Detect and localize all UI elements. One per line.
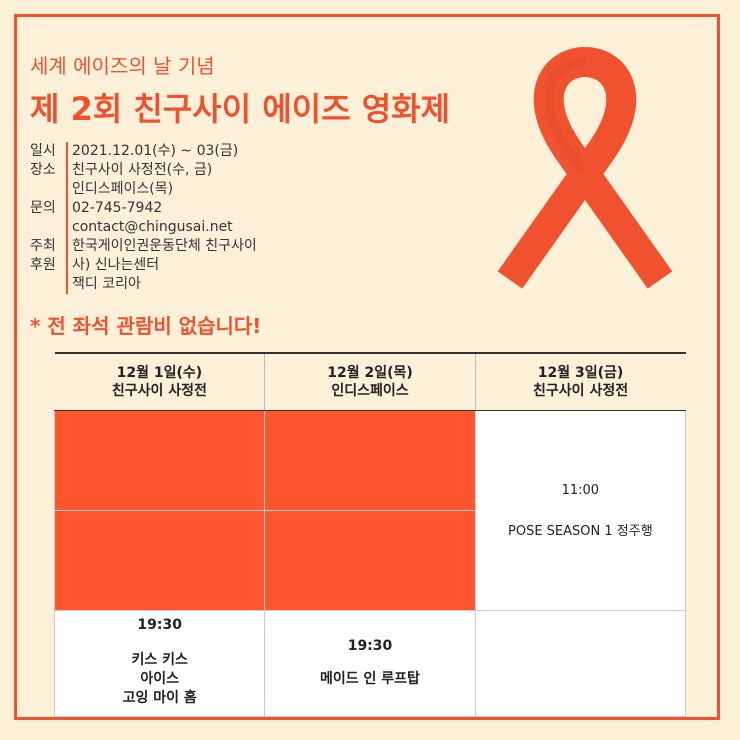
page-border [14, 14, 720, 720]
info-label: 일시 [30, 143, 56, 159]
day-header: 12월 3일(금) 친구사이 사정전 [474, 352, 686, 411]
film-title: POSE SEASON 1 정주행 [508, 523, 653, 539]
red-ribbon-icon [497, 47, 673, 289]
info-row-host: 주최 한국게이인권운동단체 친구사이 [30, 237, 257, 256]
info-row-date: 일시 2021.12.01(수) ~ 03(금) [30, 142, 257, 161]
info-row-contact: 문의 02-745-7942 contact@chingusai.net [30, 199, 257, 237]
day-header: 12월 1일(수) 친구사이 사정전 [54, 352, 265, 411]
screening-time: 19:30 [137, 617, 182, 633]
day-venue: 인디스페이스 [331, 383, 409, 399]
info-value: 2021.12.01(수) ~ 03(금) [72, 143, 239, 159]
day-venue: 친구사이 사정전 [111, 383, 207, 399]
day-date: 12월 2일(목) [327, 365, 413, 381]
screening-day3-continued [474, 610, 687, 717]
info-label: 문의 [30, 200, 56, 216]
event-title: 제 2회 친구사이 에이즈 영화제 [30, 90, 451, 128]
info-value: 친구사이 사정전(수, 금) [72, 162, 213, 178]
film-title: 고잉 마이 홈 [122, 690, 197, 706]
info-value: 인디스페이스(목) [72, 181, 174, 197]
info-value: contact@chingusai.net [72, 219, 233, 235]
screening-day3: 11:00 POSE SEASON 1 정주행 [474, 410, 687, 611]
info-value: 사) 신나는센터 [72, 257, 160, 273]
screening-day1: 19:30 키스 키스 아이스 고잉 마이 홈 [53, 610, 266, 717]
film-title: 메이드 인 루프탑 [320, 671, 420, 687]
info-row-sponsor: 후원 사) 신나는센터 잭디 코리아 [30, 256, 257, 294]
empty-slot [53, 410, 266, 511]
film-title: 키스 키스 [131, 652, 188, 668]
free-admission-notice: * 전 좌석 관람비 없습니다! [30, 314, 262, 338]
schedule-table: 12월 1일(수) 친구사이 사정전 12월 2일(목) 인디스페이스 12월 … [53, 352, 687, 717]
info-label: 주최 [30, 238, 56, 254]
info-label: 후원 [30, 257, 56, 273]
event-info: 일시 2021.12.01(수) ~ 03(금) 장소 친구사이 사정전(수, … [30, 142, 257, 294]
event-subtitle: 세계 에이즈의 날 기념 [30, 54, 215, 78]
info-value: 잭디 코리아 [72, 276, 141, 292]
screening-time: 11:00 [561, 482, 600, 498]
day-date: 12월 1일(수) [116, 365, 203, 381]
film-title: 아이스 [140, 671, 179, 687]
day-date: 12월 3일(금) [537, 365, 624, 381]
day-header: 12월 2일(목) 인디스페이스 [264, 352, 476, 411]
info-value: 02-745-7942 [72, 200, 163, 216]
day-venue: 친구사이 사정전 [533, 383, 629, 399]
empty-slot [264, 510, 476, 611]
screening-time: 19:30 [347, 638, 393, 654]
empty-slot [53, 510, 266, 611]
empty-slot [264, 410, 476, 511]
screening-day2: 19:30 메이드 인 루프탑 [264, 610, 476, 717]
info-row-venue: 장소 친구사이 사정전(수, 금) 인디스페이스(목) [30, 161, 257, 199]
info-label: 장소 [30, 162, 56, 178]
info-value: 한국게이인권운동단체 친구사이 [72, 238, 257, 254]
